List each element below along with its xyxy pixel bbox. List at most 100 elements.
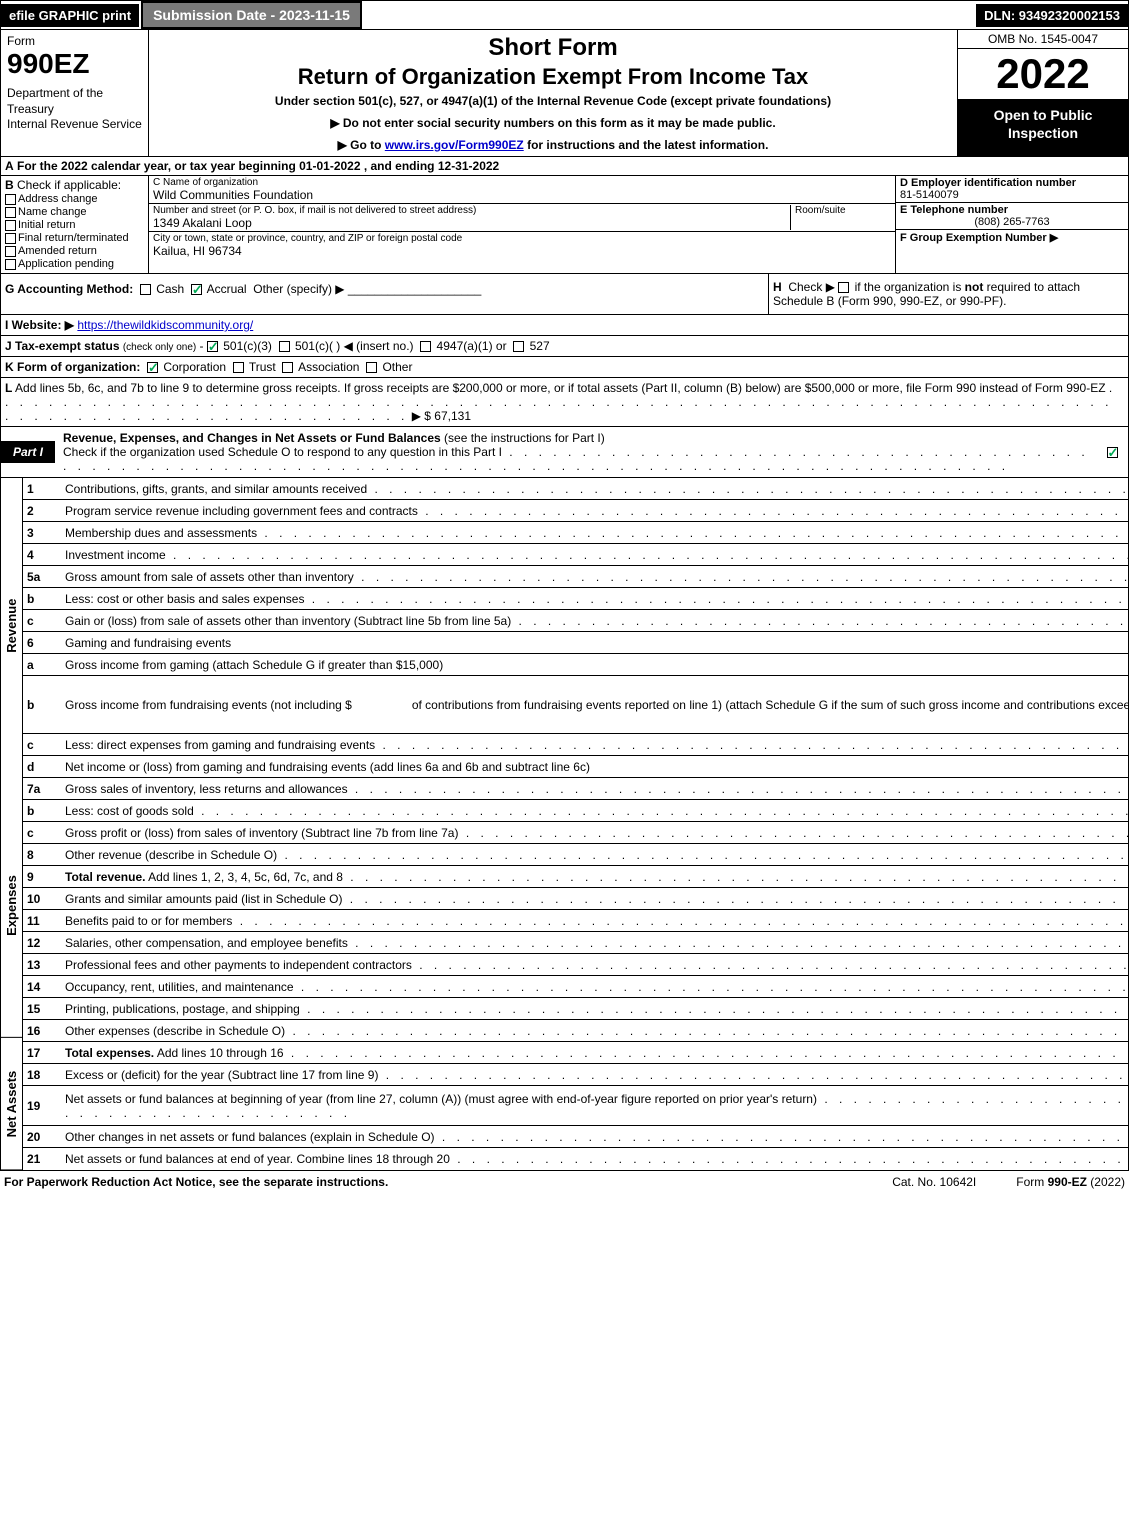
row-a-text: For the 2022 calendar year, or tax year … — [17, 159, 499, 173]
line-20: 20 Other changes in net assets or fund b… — [23, 1126, 1129, 1148]
line-5c: c Gain or (loss) from sale of assets oth… — [23, 610, 1129, 632]
vtab-revenue: Revenue — [1, 478, 22, 774]
d-ein-label: D Employer identification number — [900, 177, 1124, 189]
chk-amended-return[interactable]: Amended return — [5, 245, 144, 257]
line-8: 8 Other revenue (describe in Schedule O)… — [23, 844, 1129, 866]
i-label: I Website: ▶ — [5, 318, 74, 332]
j-opt2: 501(c)( ) ◀ (insert no.) — [295, 339, 414, 353]
footer: For Paperwork Reduction Act Notice, see … — [0, 1171, 1129, 1193]
chk-accrual[interactable] — [191, 284, 202, 295]
k-opt1: Corporation — [163, 360, 226, 374]
form-word: Form — [7, 34, 142, 48]
chk-h[interactable] — [838, 282, 849, 293]
col-b-head: Check if applicable: — [17, 178, 121, 192]
d-ein-val: 81-5140079 — [900, 189, 1124, 201]
main-table: Revenue Expenses Net Assets 1 Contributi… — [0, 478, 1129, 1171]
vtab-expenses: Expenses — [1, 774, 22, 1038]
line-19: 19 Net assets or fund balances at beginn… — [23, 1086, 1129, 1126]
chk-cash[interactable] — [140, 284, 151, 295]
header-right: OMB No. 1545-0047 2022 Open to Public In… — [958, 30, 1128, 156]
line-6c: c Less: direct expenses from gaming and … — [23, 734, 1129, 756]
line-4: 4 Investment income 4 — [23, 544, 1129, 566]
d-group-row: F Group Exemption Number ▶ — [896, 230, 1128, 273]
j-opt1: 501(c)(3) — [223, 339, 272, 353]
col-b-label: B — [5, 178, 14, 192]
c-name-val: Wild Communities Foundation — [153, 188, 891, 202]
line-7a: 7a Gross sales of inventory, less return… — [23, 778, 1129, 800]
line-14: 14 Occupancy, rent, utilities, and maint… — [23, 976, 1129, 998]
row-l: L Add lines 5b, 6c, and 7b to line 9 to … — [0, 378, 1129, 427]
chk-corp[interactable] — [147, 362, 158, 373]
chk-527[interactable] — [513, 341, 524, 352]
chk-name-change[interactable]: Name change — [5, 206, 144, 218]
row-a-label: A — [5, 159, 14, 173]
chk-initial-return[interactable]: Initial return — [5, 219, 144, 231]
d-group-label: F Group Exemption Number ▶ — [900, 231, 1124, 244]
instr-2-pre: ▶ Go to — [338, 138, 385, 152]
c-city-val: Kailua, HI 96734 — [153, 244, 891, 258]
instr-2: ▶ Go to www.irs.gov/Form990EZ for instru… — [157, 138, 949, 152]
chk-4947[interactable] — [420, 341, 431, 352]
d-tel-label: E Telephone number — [900, 204, 1124, 216]
footer-left: For Paperwork Reduction Act Notice, see … — [4, 1175, 852, 1189]
form-number: 990EZ — [7, 48, 142, 80]
vertical-tabs: Revenue Expenses Net Assets — [1, 478, 23, 1170]
line-5a: 5a Gross amount from sale of assets othe… — [23, 566, 1129, 588]
instr-1: ▶ Do not enter social security numbers o… — [157, 116, 949, 130]
line-7b: b Less: cost of goods sold 7b — [23, 800, 1129, 822]
part-1-check[interactable] — [1098, 445, 1128, 459]
l-label: L — [5, 381, 12, 395]
row-j: J Tax-exempt status (check only one) - 5… — [0, 336, 1129, 357]
line-13: 13 Professional fees and other payments … — [23, 954, 1129, 976]
tax-year: 2022 — [958, 49, 1128, 100]
line-16: 16 Other expenses (describe in Schedule … — [23, 1020, 1129, 1042]
k-opt2: Trust — [249, 360, 276, 374]
h-not: not — [965, 280, 984, 294]
chk-501c3[interactable] — [207, 341, 218, 352]
row-k: K Form of organization: Corporation Trus… — [0, 357, 1129, 378]
line-9: 9 Total revenue. Add lines 1, 2, 3, 4, 5… — [23, 866, 1129, 888]
line-12: 12 Salaries, other compensation, and emp… — [23, 932, 1129, 954]
c-city-row: City or town, state or province, country… — [149, 232, 895, 259]
dept-text: Department of the TreasuryInternal Reven… — [7, 86, 142, 133]
j-label: J Tax-exempt status — [5, 339, 120, 353]
h-text2: if the organization is — [851, 280, 964, 294]
chk-trust[interactable] — [233, 362, 244, 373]
j-opt4: 527 — [530, 339, 550, 353]
c-room-label: Room/suite — [795, 205, 891, 216]
g-accrual: Accrual — [207, 282, 247, 296]
g-label: G Accounting Method: — [5, 282, 133, 296]
g-cash: Cash — [156, 282, 184, 296]
c-name-row: C Name of organization Wild Communities … — [149, 176, 895, 204]
d-ein-row: D Employer identification number 81-5140… — [896, 176, 1128, 203]
c-name-label: C Name of organization — [153, 177, 891, 188]
chk-assoc[interactable] — [282, 362, 293, 373]
col-b: B Check if applicable: Address change Na… — [1, 176, 149, 273]
website-link[interactable]: https://thewildkidscommunity.org/ — [77, 318, 253, 332]
line-6d: d Net income or (loss) from gaming and f… — [23, 756, 1129, 778]
line-18: 18 Excess or (deficit) for the year (Sub… — [23, 1064, 1129, 1086]
vtab-netassets: Net Assets — [1, 1038, 22, 1170]
line-3: 3 Membership dues and assessments 3 — [23, 522, 1129, 544]
d-tel-row: E Telephone number (808) 265-7763 — [896, 203, 1128, 230]
line-5b: b Less: cost or other basis and sales ex… — [23, 588, 1129, 610]
h-label: H — [773, 280, 782, 294]
j-sub: (check only one) — [123, 342, 196, 353]
title-return: Return of Organization Exempt From Incom… — [157, 64, 949, 90]
part-1-tab: Part I — [1, 441, 55, 463]
instr-2-post: for instructions and the latest informat… — [524, 138, 769, 152]
section-bcd: B Check if applicable: Address change Na… — [0, 176, 1129, 274]
row-gh: G Accounting Method: Cash Accrual Other … — [0, 274, 1129, 315]
instr-link[interactable]: www.irs.gov/Form990EZ — [385, 138, 524, 152]
chk-final-return[interactable]: Final return/terminated — [5, 232, 144, 244]
chk-address-change[interactable]: Address change — [5, 193, 144, 205]
line-6a: a Gross income from gaming (attach Sched… — [23, 654, 1129, 676]
row-a: A For the 2022 calendar year, or tax yea… — [0, 157, 1129, 176]
line-1: 1 Contributions, gifts, grants, and simi… — [23, 478, 1129, 500]
part-1-header: Part I Revenue, Expenses, and Changes in… — [0, 427, 1129, 478]
line-11: 11 Benefits paid to or for members 11 — [23, 910, 1129, 932]
chk-501c[interactable] — [279, 341, 290, 352]
chk-other-org[interactable] — [366, 362, 377, 373]
header-left: Form 990EZ Department of the TreasuryInt… — [1, 30, 149, 156]
chk-application-pending[interactable]: Application pending — [5, 258, 144, 270]
